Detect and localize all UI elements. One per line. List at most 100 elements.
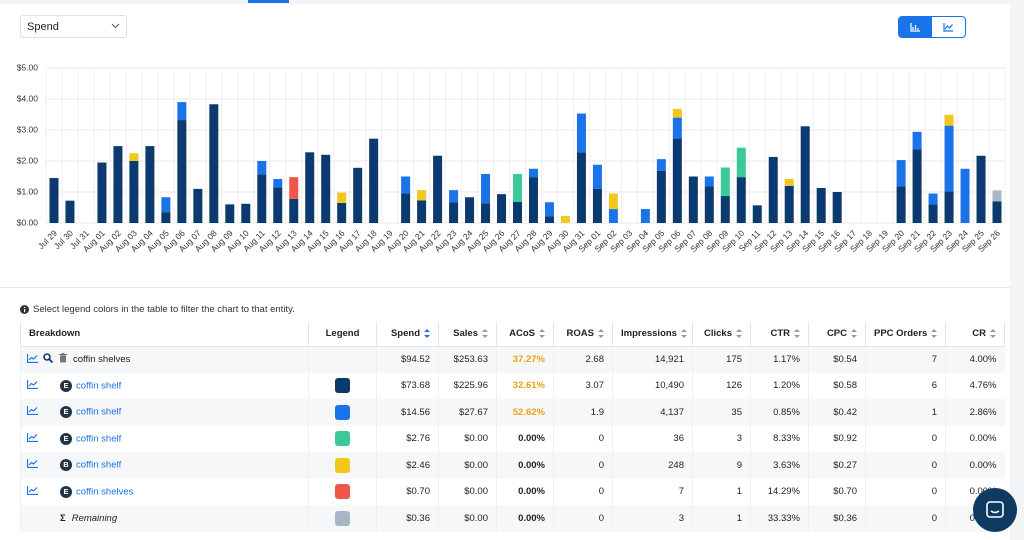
- column-header: CPC: [809, 322, 866, 346]
- column-header-text: Spend: [391, 328, 420, 339]
- data-cell: 248: [613, 452, 693, 479]
- column-header-text: ACoS: [509, 328, 535, 339]
- data-cell: 2.68: [554, 346, 613, 373]
- data-cell: 0: [866, 479, 946, 506]
- sort-icon[interactable]: [482, 329, 488, 338]
- sort-icon[interactable]: [681, 329, 687, 338]
- bar-segment: [913, 150, 922, 223]
- data-cell: 33.33%: [751, 505, 809, 532]
- bar-segment: [273, 179, 282, 187]
- legend-swatch[interactable]: [335, 431, 350, 446]
- sort-icon[interactable]: [794, 329, 800, 338]
- bar-segment: [129, 161, 138, 223]
- legend-swatch[interactable]: [335, 484, 350, 499]
- bar-segment: [737, 148, 746, 177]
- sort-icon[interactable]: [598, 329, 604, 338]
- data-cell: 175: [693, 346, 751, 373]
- sort-icon[interactable]: [424, 329, 430, 338]
- data-cell: $0.00: [439, 452, 497, 479]
- bar-segment: [305, 152, 314, 223]
- bar-segment: [577, 152, 586, 223]
- trend-icon[interactable]: [27, 460, 38, 471]
- legend-swatch[interactable]: [335, 405, 350, 420]
- sort-icon[interactable]: [931, 329, 937, 338]
- column-header-text: ROAS: [567, 328, 594, 339]
- info-text: Select legend colors in the table to fil…: [33, 304, 295, 315]
- entity-link[interactable]: coffin shelf: [76, 407, 121, 418]
- bar-segment: [417, 200, 426, 223]
- data-cell: 0: [866, 426, 946, 453]
- trend-icon[interactable]: [27, 407, 38, 418]
- bar-segment: [241, 204, 250, 223]
- sort-icon[interactable]: [736, 329, 742, 338]
- column-header: PPC Orders: [866, 322, 946, 346]
- bar-segment: [193, 189, 202, 223]
- bar-segment: [417, 190, 426, 200]
- data-cell: $0.27: [809, 452, 866, 479]
- entity-link[interactable]: coffin shelf: [76, 433, 121, 444]
- data-cell: 8.33%: [751, 426, 809, 453]
- entity-link[interactable]: coffin shelves: [76, 486, 133, 497]
- entity-link[interactable]: coffin shelf: [76, 380, 121, 391]
- data-cell: 10,490: [613, 373, 693, 400]
- data-cell: 1.17%: [751, 346, 809, 373]
- legend-swatch[interactable]: [335, 458, 350, 473]
- search-icon[interactable]: [43, 355, 53, 366]
- chat-button[interactable]: [973, 488, 1017, 532]
- type-badge: B: [60, 459, 72, 471]
- delete-icon[interactable]: [59, 355, 67, 366]
- trend-icon[interactable]: [27, 355, 38, 366]
- data-cell: 1.9: [554, 399, 613, 426]
- bar-segment: [545, 216, 554, 223]
- data-cell: 0.00%: [946, 426, 1005, 453]
- bar-segment: [897, 186, 906, 223]
- bar-segment: [721, 196, 730, 223]
- data-cell: $2.46: [377, 452, 439, 479]
- legend-cell: [309, 346, 377, 373]
- data-cell: $0.00: [439, 479, 497, 506]
- legend-swatch[interactable]: [335, 378, 350, 393]
- bar-segment: [449, 203, 458, 223]
- data-cell: $0.54: [809, 346, 866, 373]
- column-header-text: CPC: [827, 328, 847, 339]
- bar-segment: [65, 201, 74, 223]
- data-cell: $73.68: [377, 373, 439, 400]
- bar-segment: [513, 174, 522, 202]
- bar-segment: [161, 212, 170, 223]
- sort-icon[interactable]: [539, 329, 545, 338]
- data-cell: 3.07: [554, 373, 613, 400]
- column-header-text: CTR: [770, 328, 790, 339]
- bar-segment: [945, 191, 954, 223]
- trend-icon[interactable]: [27, 487, 38, 498]
- bar-segment: [945, 115, 954, 126]
- column-header: Legend: [309, 322, 377, 346]
- data-cell: $14.56: [377, 399, 439, 426]
- y-tick-label: $1.00: [17, 186, 39, 196]
- separator: [0, 287, 1010, 288]
- bar-segment: [257, 161, 266, 174]
- trend-icon[interactable]: [27, 434, 38, 445]
- data-cell: 2.86%: [946, 399, 1005, 426]
- entity-link[interactable]: coffin shelf: [76, 460, 121, 471]
- data-cell: 0.00%: [497, 452, 554, 479]
- bar-segment: [785, 179, 794, 186]
- data-cell: 9: [693, 452, 751, 479]
- breakdown-cell: ΣRemaining: [21, 505, 309, 532]
- data-cell: $0.36: [809, 505, 866, 532]
- data-cell: 37.27%: [497, 346, 554, 373]
- bar-segment: [817, 188, 826, 223]
- data-cell: $225.96: [439, 373, 497, 400]
- bar-segment: [593, 189, 602, 223]
- breakdown-cell: coffin shelves: [21, 346, 309, 373]
- bar-segment: [145, 146, 154, 223]
- legend-swatch[interactable]: [335, 511, 350, 526]
- data-cell: 4.76%: [946, 373, 1005, 400]
- sort-icon[interactable]: [990, 329, 996, 338]
- bar-segment: [737, 177, 746, 223]
- bar-segment: [369, 139, 378, 223]
- data-cell: $0.70: [377, 479, 439, 506]
- data-cell: 0: [554, 505, 613, 532]
- sort-icon[interactable]: [851, 329, 857, 338]
- trend-icon[interactable]: [27, 381, 38, 392]
